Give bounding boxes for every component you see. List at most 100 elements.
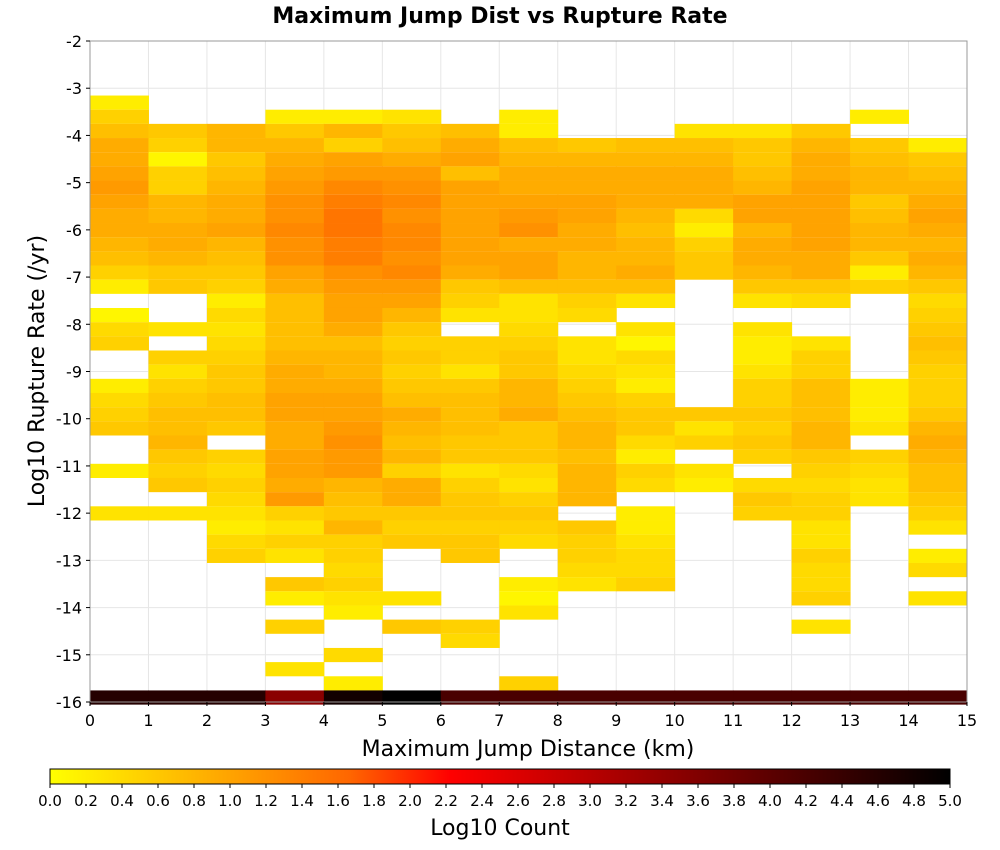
heatmap-cell: [323, 237, 383, 252]
heatmap-cell: [557, 392, 617, 408]
heatmap-cell: [440, 208, 500, 224]
heatmap-cell: [908, 407, 968, 422]
heatmap-cell: [265, 322, 325, 337]
colorbar-tick-label: 2.0: [398, 792, 422, 810]
heatmap-cell: [90, 307, 149, 323]
heatmap-cell: [90, 336, 149, 351]
heatmap-cell: [850, 166, 910, 181]
heatmap-cell: [265, 336, 325, 351]
colorbar-tick-label: 4.4: [830, 792, 854, 810]
heatmap-cell: [616, 407, 676, 422]
heatmap-cell: [90, 123, 149, 139]
heatmap-cell: [323, 279, 383, 294]
heatmap-cell: [616, 364, 676, 379]
heatmap-cell: [206, 350, 266, 365]
heatmap-cell: [908, 548, 968, 563]
heatmap-cell: [148, 506, 208, 521]
heatmap-cell: [206, 449, 266, 464]
heatmap-cell: [382, 279, 442, 294]
heatmap-cell: [791, 237, 851, 252]
heatmap-cell: [791, 194, 851, 209]
x-tick-label: 8: [553, 711, 563, 730]
heatmap-cell: [733, 435, 793, 450]
heatmap-cell: [323, 293, 383, 309]
heatmap-cell: [206, 336, 266, 351]
heatmap-cell: [323, 208, 383, 224]
heatmap-cell: [206, 166, 266, 181]
heatmap-cell: [440, 350, 500, 365]
heatmap-cell: [908, 378, 968, 394]
heatmap-cell: [791, 619, 851, 634]
colorbar-tick-label: 1.0: [218, 792, 242, 810]
x-tick-label: 15: [957, 711, 977, 730]
heatmap-cell: [323, 123, 383, 139]
y-tick-label: -11: [56, 457, 82, 476]
heatmap-cell: [908, 435, 968, 450]
heatmap-cell: [90, 421, 149, 436]
heatmap-cell: [148, 449, 208, 464]
heatmap-cell: [791, 223, 851, 238]
heatmap-cell: [90, 166, 149, 181]
heatmap-cell: [323, 251, 383, 266]
heatmap-cell: [499, 520, 559, 535]
heatmap-cell: [323, 407, 383, 422]
heatmap-cell: [265, 506, 325, 521]
heatmap-cell: [557, 237, 617, 252]
heatmap-cell: [265, 407, 325, 422]
y-tick-label: -15: [56, 646, 82, 665]
heatmap-cell: [90, 208, 149, 224]
heatmap-cell: [90, 279, 149, 294]
heatmap-cell: [323, 307, 383, 323]
heatmap-cell: [733, 194, 793, 209]
heatmap-cell: [148, 463, 208, 478]
heatmap-cell: [499, 152, 559, 167]
colorbar-tick-label: 0.2: [74, 792, 98, 810]
heatmap-cell: [499, 123, 559, 139]
heatmap-cell: [791, 492, 851, 507]
heatmap-cell: [733, 449, 793, 464]
colorbar-tick-label: 1.6: [326, 792, 350, 810]
y-tick-label: -2: [66, 32, 82, 51]
heatmap-cell: [499, 166, 559, 181]
heatmap-cell: [382, 293, 442, 309]
heatmap-cell: [616, 477, 676, 493]
heatmap-cell: [265, 223, 325, 238]
heatmap-cell: [440, 138, 500, 153]
heatmap-cell: [733, 477, 793, 493]
heatmap-cell: [382, 265, 442, 280]
heatmap-cell: [908, 237, 968, 252]
heatmap-cell: [674, 407, 734, 422]
heatmap-cell: [850, 690, 910, 705]
heatmap-cell: [265, 279, 325, 294]
heatmap-cell: [557, 180, 617, 195]
heatmap-cell: [148, 208, 208, 224]
heatmap-cell: [908, 506, 968, 521]
heatmap-cell: [440, 378, 500, 394]
colorbar-tick-label: 3.4: [650, 792, 674, 810]
y-tick-label: -3: [66, 79, 82, 98]
colorbar-tick-label: 4.2: [794, 792, 818, 810]
heatmap-cell: [616, 251, 676, 266]
heatmap-cell: [265, 194, 325, 209]
heatmap-cell: [148, 364, 208, 379]
heatmap-cell: [90, 237, 149, 252]
heatmap-cell: [323, 676, 383, 691]
heatmap-cell: [850, 194, 910, 209]
x-tick-label: 14: [898, 711, 918, 730]
heatmap-cell: [908, 591, 968, 606]
heatmap-cell: [850, 109, 910, 124]
heatmap-cell: [206, 265, 266, 280]
heatmap-cell: [674, 152, 734, 167]
heatmap-cell: [440, 534, 500, 549]
heatmap-cell: [265, 307, 325, 323]
heatmap-cell: [674, 477, 734, 493]
heatmap-cell: [206, 520, 266, 535]
heatmap-cell: [499, 194, 559, 209]
heatmap-cell: [382, 520, 442, 535]
heatmap-cell: [90, 322, 149, 337]
heatmap-cell: [733, 350, 793, 365]
heatmap-cell: [148, 123, 208, 139]
heatmap-cell: [616, 392, 676, 408]
heatmap-cell: [90, 690, 149, 705]
